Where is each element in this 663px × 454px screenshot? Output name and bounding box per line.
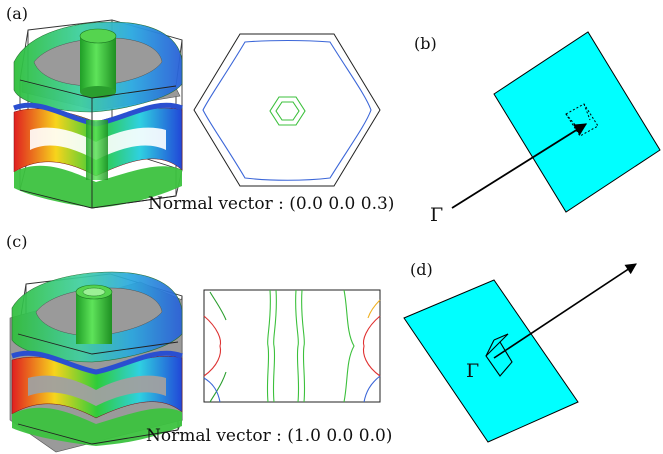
panel-d [403, 263, 637, 443]
normal-vector-arrow-b [451, 123, 588, 209]
cut-plane-d [403, 279, 579, 443]
bz-hexagon-sketch-d [485, 333, 513, 377]
panel-b [451, 31, 661, 213]
panel-label-a: (a) [6, 4, 29, 23]
outer-contour-a [202, 39, 372, 181]
contour-green-c-5 [343, 289, 355, 403]
contour-green-c-3 [295, 289, 300, 403]
gamma-point-label-b: Γ [430, 204, 444, 226]
normal-vector-label-a: Normal vector : (0.0 0.0 0.3) [148, 194, 395, 214]
inner-contour-outer-a [269, 96, 306, 126]
contour-left-c [203, 315, 222, 377]
panel-label-b: (b) [414, 34, 437, 53]
panel-label-c: (c) [6, 232, 28, 251]
cut-plane-b [493, 31, 661, 213]
contour-right-c [362, 315, 381, 377]
normal-vector-label-c: Normal vector : (1.0 0.0 0.0) [146, 426, 393, 446]
contour-green-c-1 [266, 289, 271, 403]
contour-plot-c [203, 289, 381, 403]
central-cylinder-c [75, 284, 113, 344]
contour-plot-a [193, 33, 381, 187]
contour-green-c-2 [272, 289, 277, 403]
inner-contour-inner-a [275, 101, 300, 121]
gamma-point-label-d: Γ [466, 360, 480, 382]
normal-vector-arrow-d [493, 263, 637, 359]
panel-label-d: (d) [410, 260, 433, 279]
central-cylinder-a [79, 28, 117, 98]
panel-a [13, 19, 183, 209]
panel-c [9, 271, 183, 453]
contour-green-c-4 [301, 289, 306, 403]
